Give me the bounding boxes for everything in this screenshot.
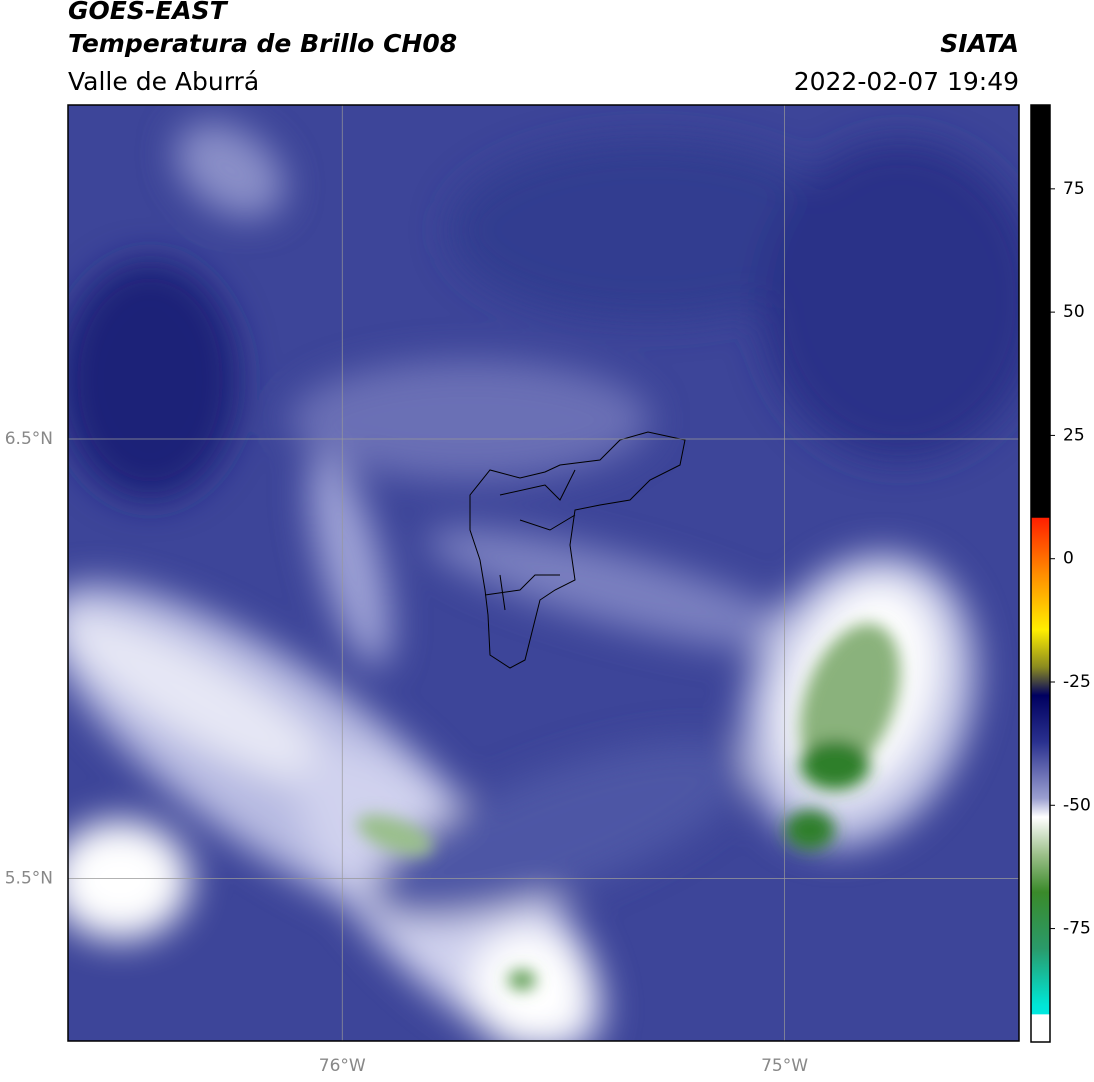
satellite-image [68,105,1019,1041]
colorbar-tick-label: 50 [1063,302,1085,322]
y-tick-label: 5.5°N [5,868,53,888]
map-frame [67,104,1020,1042]
colorbar-tick-label: -50 [1063,795,1091,815]
graticule [68,105,1019,1041]
colorbar-tick-label: 75 [1063,179,1085,199]
colorbar-tick-label: -25 [1063,672,1091,692]
title: GOES-EAST [68,0,229,25]
colorbar [1030,104,1051,1043]
municipality-outline [469,431,686,669]
datetime: 2022-02-07 19:49 [794,67,1019,96]
colorbar-tick-label: 25 [1063,425,1085,445]
y-tick-label: 6.5°N [5,429,53,449]
source: SIATA [940,29,1019,58]
x-tick-label: 75°W [761,1056,808,1076]
colorbar-tick-label: 0 [1063,549,1074,569]
colorbar-tick-label: -75 [1063,919,1091,939]
subtitle: Temperatura de Brillo CH08 [68,29,457,58]
x-tick-label: 76°W [319,1056,366,1076]
region: Valle de Aburrá [68,67,259,96]
